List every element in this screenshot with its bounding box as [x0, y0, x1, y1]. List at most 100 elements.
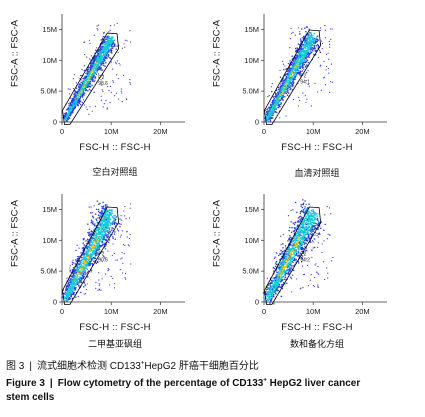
event-dot	[294, 246, 297, 249]
event-dot	[305, 65, 307, 67]
event-dot	[84, 86, 87, 89]
event-dot	[302, 45, 305, 47]
event-dot	[68, 284, 71, 286]
event-dot	[101, 222, 103, 225]
event-dot	[65, 295, 68, 298]
event-dot	[277, 88, 280, 91]
event-dot	[80, 267, 82, 270]
event-dot	[102, 243, 104, 246]
event-dot	[331, 81, 334, 83]
event-dot	[72, 100, 74, 102]
event-dot	[107, 214, 109, 217]
event-dot	[88, 39, 91, 41]
event-dot	[306, 39, 309, 41]
event-dot	[96, 71, 98, 73]
event-dot	[109, 231, 112, 233]
event-dot	[330, 28, 332, 30]
event-dot	[286, 250, 288, 253]
event-dot	[289, 88, 291, 91]
event-dot	[84, 261, 87, 264]
event-dot	[274, 110, 277, 113]
event-dot	[84, 87, 87, 90]
event-dot	[82, 85, 85, 87]
event-dot	[82, 94, 84, 97]
event-dot	[325, 65, 328, 68]
event-dot	[289, 75, 291, 78]
event-dot	[105, 49, 107, 51]
event-dot	[288, 70, 291, 73]
event-dot	[77, 285, 80, 287]
event-dot	[284, 85, 286, 87]
event-dot	[113, 44, 116, 46]
event-dot	[110, 91, 112, 94]
event-dot	[103, 233, 106, 235]
event-dot	[303, 35, 305, 38]
event-dot	[109, 49, 111, 51]
event-dot	[92, 71, 94, 73]
event-dot	[95, 281, 97, 284]
event-dot	[92, 62, 94, 64]
event-dot	[95, 55, 98, 57]
event-dot	[84, 271, 87, 273]
event-dot	[75, 276, 77, 278]
event-dot	[81, 266, 83, 268]
event-dot	[107, 86, 109, 88]
event-dot	[117, 229, 120, 232]
x-tick-label: 10M	[306, 307, 321, 316]
event-dot	[283, 90, 286, 92]
event-dot	[125, 278, 127, 280]
event-dot	[97, 261, 99, 263]
event-dot	[319, 51, 322, 53]
x-axis-label: FSC-H :: FSC-H	[281, 142, 353, 153]
event-dot	[129, 41, 132, 43]
event-dot	[82, 262, 84, 265]
event-dot	[68, 112, 71, 114]
event-dot	[329, 46, 331, 48]
event-dot	[72, 105, 75, 108]
event-dot	[78, 273, 80, 276]
event-dot	[63, 116, 66, 118]
event-dot	[84, 53, 86, 56]
x-tick-label: 0	[262, 307, 266, 316]
event-dot	[87, 264, 90, 267]
event-dot	[67, 107, 69, 110]
event-dot	[313, 37, 315, 39]
event-dot	[121, 219, 123, 221]
event-dot	[91, 243, 93, 246]
event-dot	[79, 100, 82, 103]
event-dot	[101, 227, 103, 230]
event-dot	[93, 253, 95, 255]
event-dot	[71, 263, 74, 266]
event-dot	[64, 114, 66, 117]
event-dot	[317, 44, 320, 47]
event-dot	[269, 114, 271, 116]
event-dot	[87, 270, 89, 272]
event-dot	[329, 91, 331, 93]
event-dot	[100, 61, 102, 63]
event-dot	[287, 62, 290, 65]
event-dot	[275, 101, 278, 103]
event-dot	[115, 48, 117, 50]
event-dot	[101, 58, 104, 61]
event-dot	[306, 26, 309, 28]
x-tick-label: 0	[262, 127, 266, 136]
event-dot	[95, 250, 97, 253]
event-dot	[70, 291, 72, 294]
event-dot	[115, 259, 117, 261]
event-dot	[106, 52, 109, 55]
event-dot	[108, 227, 110, 229]
event-dot	[83, 264, 85, 267]
event-dot	[304, 27, 306, 29]
event-dot	[294, 47, 297, 50]
event-dot	[92, 253, 94, 255]
event-dot	[107, 232, 110, 234]
event-dot	[91, 62, 93, 64]
event-dot	[66, 297, 69, 300]
event-dot	[277, 106, 280, 109]
event-dot	[113, 24, 116, 26]
event-dot	[87, 68, 89, 71]
event-dot	[71, 100, 73, 102]
event-dot	[83, 69, 86, 72]
event-dot	[287, 81, 289, 84]
event-dot	[96, 61, 98, 63]
